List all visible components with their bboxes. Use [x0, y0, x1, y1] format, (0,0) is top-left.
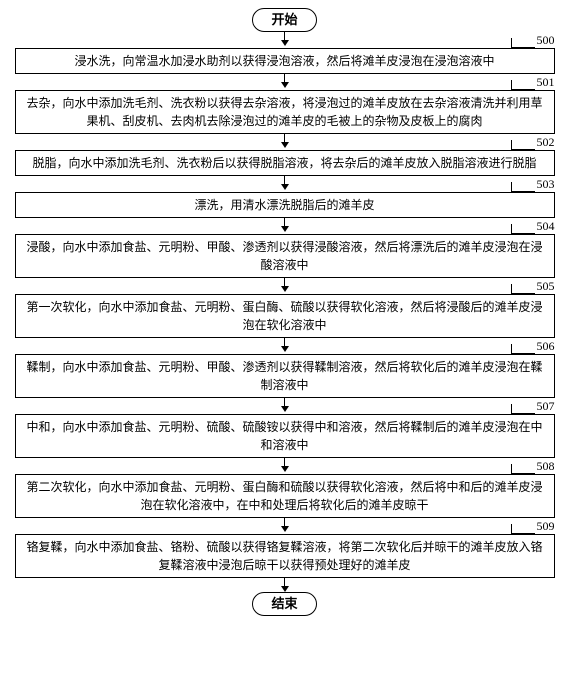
step-508: 第二次软化，向水中添加食盐、元明粉、蛋白酶和硫酸以获得软化溶液，然后将中和后的滩… — [15, 474, 555, 518]
step-text: 第一次软化，向水中添加食盐、元明粉、蛋白酶、硫酸以获得软化溶液，然后将浸酸后的滩… — [26, 300, 542, 332]
step-509: 铬复鞣，向水中添加食盐、铬粉、硫酸以获得铬复鞣溶液，将第二次软化后并晾干的滩羊皮… — [15, 534, 555, 578]
step-500: 浸水洗，向常温水加浸水助剂以获得浸泡溶液，然后将滩羊皮浸泡在浸泡溶液中 — [15, 48, 555, 74]
step-505: 第一次软化，向水中添加食盐、元明粉、蛋白酶、硫酸以获得软化溶液，然后将浸酸后的滩… — [15, 294, 555, 338]
step-id: 500 — [537, 33, 555, 48]
arrow — [281, 176, 289, 190]
step-label-507: 507 — [511, 398, 555, 414]
step-504: 浸酸，向水中添加食盐、元明粉、甲酸、渗透剂以获得浸酸溶液，然后将漂洗后的滩羊皮浸… — [15, 234, 555, 278]
step-text: 漂洗，用清水漂洗脱脂后的滩羊皮 — [194, 198, 374, 212]
step-id: 508 — [537, 459, 555, 474]
step-label-503: 503 — [511, 176, 555, 192]
end-label: 结束 — [271, 596, 297, 611]
step-503: 漂洗，用清水漂洗脱脂后的滩羊皮 — [15, 192, 555, 218]
end-terminator: 结束 — [252, 592, 316, 616]
step-502-wrap: 502 脱脂，向水中添加洗毛剂、洗衣粉后以获得脱脂溶液，将去杂后的滩羊皮放入脱脂… — [15, 150, 555, 176]
step-label-504: 504 — [511, 218, 555, 234]
arrow — [281, 578, 289, 592]
arrow — [281, 278, 289, 292]
arrow — [281, 338, 289, 352]
step-502: 脱脂，向水中添加洗毛剂、洗衣粉后以获得脱脂溶液，将去杂后的滩羊皮放入脱脂溶液进行… — [15, 150, 555, 176]
step-id: 503 — [537, 177, 555, 192]
step-507-wrap: 507 中和，向水中添加食盐、元明粉、硫酸、硫酸铵以获得中和溶液，然后将鞣制后的… — [15, 414, 555, 458]
step-text: 脱脂，向水中添加洗毛剂、洗衣粉后以获得脱脂溶液，将去杂后的滩羊皮放入脱脂溶液进行… — [32, 156, 536, 170]
step-label-508: 508 — [511, 458, 555, 474]
step-label-502: 502 — [511, 134, 555, 150]
step-label-509: 509 — [511, 518, 555, 534]
step-label-500: 500 — [511, 32, 555, 48]
step-id: 507 — [537, 399, 555, 414]
step-id: 502 — [537, 135, 555, 150]
step-504-wrap: 504 浸酸，向水中添加食盐、元明粉、甲酸、渗透剂以获得浸酸溶液，然后将漂洗后的… — [15, 234, 555, 278]
start-terminator: 开始 — [252, 8, 316, 32]
step-508-wrap: 508 第二次软化，向水中添加食盐、元明粉、蛋白酶和硫酸以获得软化溶液，然后将中… — [15, 474, 555, 518]
step-text: 去杂，向水中添加洗毛剂、洗衣粉以获得去杂溶液，将浸泡过的滩羊皮放在去杂溶液清洗并… — [26, 96, 542, 128]
arrow — [281, 518, 289, 532]
arrow — [281, 458, 289, 472]
step-label-501: 501 — [511, 74, 555, 90]
step-506-wrap: 506 鞣制，向水中添加食盐、元明粉、甲酸、渗透剂以获得鞣制溶液，然后将软化后的… — [15, 354, 555, 398]
step-text: 浸水洗，向常温水加浸水助剂以获得浸泡溶液，然后将滩羊皮浸泡在浸泡溶液中 — [74, 54, 494, 68]
step-id: 506 — [537, 339, 555, 354]
step-503-wrap: 503 漂洗，用清水漂洗脱脂后的滩羊皮 — [15, 192, 555, 218]
step-505-wrap: 505 第一次软化，向水中添加食盐、元明粉、蛋白酶、硫酸以获得软化溶液，然后将浸… — [15, 294, 555, 338]
step-id: 509 — [537, 519, 555, 534]
step-507: 中和，向水中添加食盐、元明粉、硫酸、硫酸铵以获得中和溶液，然后将鞣制后的滩羊皮浸… — [15, 414, 555, 458]
arrow — [281, 134, 289, 148]
step-506: 鞣制，向水中添加食盐、元明粉、甲酸、渗透剂以获得鞣制溶液，然后将软化后的滩羊皮浸… — [15, 354, 555, 398]
step-text: 中和，向水中添加食盐、元明粉、硫酸、硫酸铵以获得中和溶液，然后将鞣制后的滩羊皮浸… — [26, 420, 542, 452]
flowchart-container: 开始 500 浸水洗，向常温水加浸水助剂以获得浸泡溶液，然后将滩羊皮浸泡在浸泡溶… — [12, 8, 557, 616]
step-id: 504 — [537, 219, 555, 234]
step-text: 鞣制，向水中添加食盐、元明粉、甲酸、渗透剂以获得鞣制溶液，然后将软化后的滩羊皮浸… — [26, 360, 542, 392]
step-text: 浸酸，向水中添加食盐、元明粉、甲酸、渗透剂以获得浸酸溶液，然后将漂洗后的滩羊皮浸… — [26, 240, 542, 272]
step-id: 501 — [537, 75, 555, 90]
step-501-wrap: 501 去杂，向水中添加洗毛剂、洗衣粉以获得去杂溶液，将浸泡过的滩羊皮放在去杂溶… — [15, 90, 555, 134]
step-500-wrap: 500 浸水洗，向常温水加浸水助剂以获得浸泡溶液，然后将滩羊皮浸泡在浸泡溶液中 — [15, 48, 555, 74]
step-id: 505 — [537, 279, 555, 294]
arrow — [281, 398, 289, 412]
step-509-wrap: 509 铬复鞣，向水中添加食盐、铬粉、硫酸以获得铬复鞣溶液，将第二次软化后并晾干… — [15, 534, 555, 578]
step-text: 铬复鞣，向水中添加食盐、铬粉、硫酸以获得铬复鞣溶液，将第二次软化后并晾干的滩羊皮… — [26, 540, 542, 572]
step-label-505: 505 — [511, 278, 555, 294]
start-label: 开始 — [271, 12, 297, 27]
arrow — [281, 74, 289, 88]
step-text: 第二次软化，向水中添加食盐、元明粉、蛋白酶和硫酸以获得软化溶液，然后将中和后的滩… — [26, 480, 542, 512]
step-501: 去杂，向水中添加洗毛剂、洗衣粉以获得去杂溶液，将浸泡过的滩羊皮放在去杂溶液清洗并… — [15, 90, 555, 134]
step-label-506: 506 — [511, 338, 555, 354]
arrow — [281, 32, 289, 46]
arrow — [281, 218, 289, 232]
